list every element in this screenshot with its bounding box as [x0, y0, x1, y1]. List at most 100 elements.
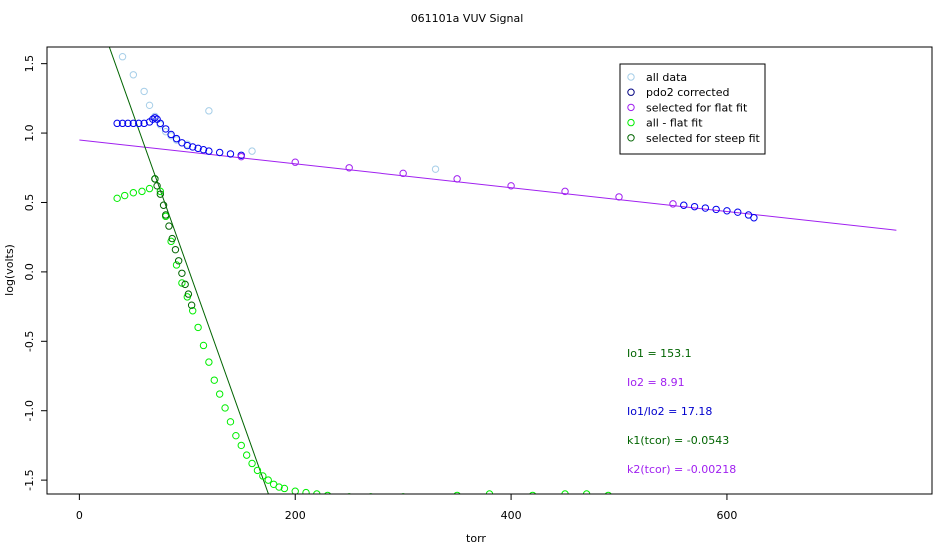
data-point	[172, 261, 181, 269]
data-point	[145, 184, 154, 193]
data-point	[400, 493, 406, 494]
data-point	[118, 119, 127, 128]
legend-marker	[627, 88, 635, 96]
data-point	[109, 40, 115, 46]
data-point	[291, 158, 299, 166]
chart-marks	[79, 40, 897, 494]
fit-annotation: Io1 = 153.1	[627, 347, 692, 360]
data-point	[178, 269, 186, 277]
data-point	[171, 245, 180, 254]
data-point	[453, 175, 461, 183]
data-point	[129, 71, 138, 79]
data-point	[324, 491, 332, 494]
y-tick-label: -1.5	[23, 469, 36, 490]
data-point	[723, 207, 731, 215]
series-1	[109, 40, 440, 173]
data-point	[199, 146, 208, 154]
data-point	[561, 187, 569, 196]
fit-line-steep	[108, 47, 269, 494]
data-point	[259, 472, 267, 480]
data-point	[215, 148, 224, 157]
data-point	[189, 143, 197, 151]
data-point	[237, 152, 245, 161]
data-point	[280, 484, 289, 493]
data-point	[199, 341, 208, 350]
data-point	[226, 418, 235, 426]
series-4	[113, 175, 612, 494]
data-point	[210, 376, 218, 384]
data-point	[399, 169, 407, 178]
data-point	[183, 141, 192, 150]
legend-marker	[627, 134, 635, 142]
legend-label: pdo2 corrected	[646, 86, 729, 99]
x-axis: 0 200 400 600	[76, 494, 737, 522]
data-point	[118, 53, 127, 61]
chart-title: 061101a VUV Signal	[411, 12, 524, 25]
data-point	[221, 404, 229, 412]
data-point	[129, 189, 138, 197]
data-point	[156, 190, 165, 198]
data-point	[264, 476, 272, 484]
data-point	[345, 164, 353, 172]
data-point	[669, 200, 677, 208]
legend-marker	[627, 118, 635, 127]
data-point	[237, 441, 245, 450]
fit-annotations: Io1 = 153.1 Io2 = 8.91 Io1/Io2 = 17.18 k1(t…	[627, 347, 736, 476]
data-point	[138, 187, 146, 196]
data-point	[113, 119, 121, 128]
y-tick-label: -0.5	[23, 331, 36, 352]
data-point	[135, 119, 143, 128]
x-axis-title: torr	[466, 532, 486, 545]
fit-annotation: k1(tcor) = -0.0543	[627, 434, 729, 447]
y-tick-label: 0.0	[23, 263, 36, 281]
data-point	[302, 488, 310, 494]
x-tick-label: 400	[501, 509, 522, 522]
data-point	[140, 119, 148, 128]
data-point	[194, 323, 202, 332]
data-point	[151, 175, 159, 183]
data-point	[215, 390, 224, 398]
y-axis: -1.5 -1.0 -0.5 0.0 0.5 1.0 1.5	[23, 55, 47, 491]
data-point	[172, 134, 181, 143]
data-point	[507, 182, 515, 190]
data-point	[615, 193, 623, 201]
data-point	[178, 279, 186, 287]
data-point	[680, 201, 688, 209]
series-3	[237, 152, 677, 208]
y-tick-label: 1.0	[23, 124, 36, 142]
legend: all data pdo2 corrected selected for flat …	[619, 63, 766, 155]
data-point	[604, 491, 612, 494]
data-point	[189, 307, 197, 315]
data-point	[153, 182, 161, 190]
y-tick-label: 0.5	[23, 194, 36, 212]
series-5	[151, 175, 196, 309]
data-point	[701, 204, 710, 212]
data-point	[149, 115, 157, 123]
data-point	[187, 301, 196, 309]
x-tick-label: 200	[285, 509, 306, 522]
data-point	[368, 493, 374, 494]
data-point	[162, 211, 170, 219]
legend-label: selected for steep fit	[646, 132, 761, 145]
data-point	[205, 147, 213, 155]
fit-annotation: k2(tcor) = -0.00218	[627, 463, 736, 476]
data-point	[174, 257, 183, 265]
data-point	[242, 451, 251, 459]
fit-line-flat	[79, 139, 897, 231]
data-point	[159, 201, 168, 209]
data-point	[167, 130, 175, 139]
data-point	[253, 466, 262, 475]
data-point	[346, 493, 352, 494]
data-point	[205, 358, 213, 366]
data-point	[734, 208, 742, 216]
data-point	[431, 165, 440, 173]
legend-label: selected for flat fit	[646, 101, 748, 114]
data-point	[690, 202, 699, 211]
data-point	[184, 290, 193, 298]
x-tick-label: 0	[76, 509, 83, 522]
y-tick-label: -1.0	[23, 400, 36, 421]
x-tick-label: 600	[716, 509, 737, 522]
data-point	[453, 491, 461, 494]
data-point	[156, 187, 165, 196]
